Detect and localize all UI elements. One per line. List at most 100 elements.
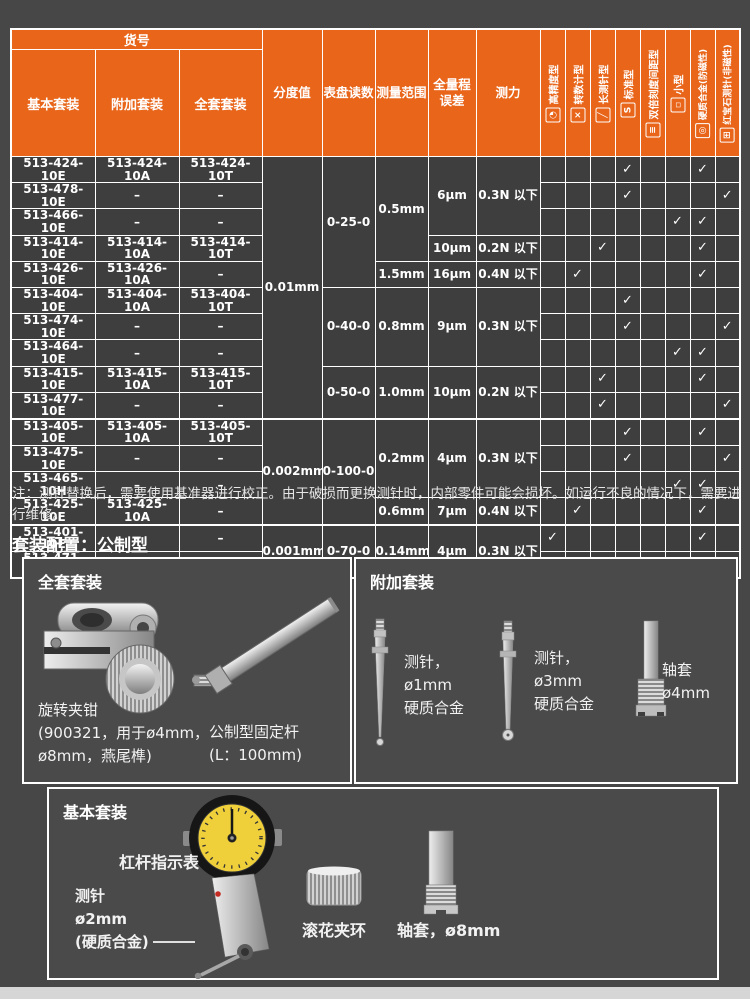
check-cell <box>539 445 566 473</box>
code-cell: 513-415-10A <box>94 365 180 393</box>
check-cell <box>564 365 591 393</box>
check-cell <box>589 155 616 184</box>
holding-bar-image <box>192 596 340 695</box>
additional-set-title: 附加套装 <box>370 573 435 592</box>
check-cell <box>639 313 666 341</box>
check-cell <box>539 260 566 288</box>
table-row: 513-415-10E 513-415-10A 513-415-10T 0-50… <box>10 365 741 420</box>
check-cell: ✓ <box>539 523 566 552</box>
range-cell: 0.5mm <box>374 156 429 262</box>
check-cell <box>589 339 616 367</box>
check-cell <box>664 234 691 262</box>
code-cell: – <box>178 471 263 499</box>
check-cell <box>614 260 641 288</box>
check-cell <box>589 417 616 447</box>
header-type-ruby-nonmagnetic: ⊞ 红宝石测针(非磁性) <box>714 28 741 157</box>
carbide-stylus-icon: ◎ <box>695 122 711 138</box>
code-cell: 513-405-10E <box>10 417 96 447</box>
check-cell <box>539 234 566 262</box>
check-cell <box>589 497 616 526</box>
check-cell: ✓ <box>689 497 716 526</box>
swivel-clamp-image <box>43 602 175 714</box>
check-cell: ✓ <box>689 234 716 262</box>
spec-table: 货号 分度值 表盘读数 测量范围 全量程误差 测力 ◔ 高精度型 × 转数计型 ╱ 长… <box>10 28 741 579</box>
table-row: 513-475-10E – – ✓ ✓ <box>10 445 741 473</box>
check-cell <box>639 339 666 367</box>
check-cell <box>664 286 691 315</box>
force-cell: 0.2N 以下 <box>475 234 541 262</box>
table-row: 513-404-10E 513-404-10A 513-404-10T 0-40… <box>10 286 741 367</box>
code-cell: – <box>178 208 263 236</box>
table-row: 513-424-10E 513-424-10A 513-424-10T 0.01… <box>10 155 741 420</box>
check-cell: ✓ <box>664 208 691 236</box>
error-cell: 16μm <box>427 260 477 288</box>
check-cell <box>614 339 641 367</box>
check-cell: ✓ <box>689 155 716 184</box>
sleeve-8mm-label: 轴套，ø8mm <box>397 921 501 940</box>
standard-type-icon: S <box>620 102 635 117</box>
check-cell <box>589 313 616 341</box>
table-row: 513-425-10E 513-425-10A – 0.6mm 7μm 0.4N… <box>10 497 741 526</box>
code-cell: 513-475-10E <box>10 445 96 473</box>
sleeve-4mm-image <box>635 620 667 717</box>
compact-type-icon: ▫ <box>670 97 685 112</box>
stylus-3mm-image <box>499 620 517 741</box>
code-cell: 513-415-10E <box>10 365 96 393</box>
header-row-codes: 基本套装 附加套装 全套套装 <box>10 49 740 157</box>
stylus-1mm-image <box>371 618 389 746</box>
sleeve-4mm-caption: 轴套 ø4mm <box>662 661 710 702</box>
check-cell <box>664 313 691 341</box>
check-cell <box>539 417 566 447</box>
check-cell: ✓ <box>689 208 716 236</box>
check-cell <box>664 445 691 473</box>
error-cell: 6μm <box>427 156 477 236</box>
header-dial-reading: 表盘读数 <box>321 28 376 157</box>
check-cell: ✓ <box>589 391 616 420</box>
check-cell: ✓ <box>689 417 716 447</box>
table-row: 513-426-10E 513-426-10A – 1.5mm 16μm 0.4… <box>10 260 741 288</box>
header-basic-set: 基本套装 <box>10 49 96 157</box>
check-cell: ✓ <box>689 523 716 552</box>
check-cell <box>689 445 716 473</box>
check-cell: ✓ <box>589 365 616 393</box>
check-cell <box>539 391 566 420</box>
check-cell <box>639 234 666 262</box>
full-set-title: 全套套装 <box>38 573 103 592</box>
sleeve-8mm-image <box>423 830 459 915</box>
code-cell: 513-401-10E <box>10 523 96 552</box>
code-cell: – <box>178 391 263 420</box>
check-cell: ✓ <box>689 260 716 288</box>
code-cell: – <box>94 471 180 499</box>
check-cell <box>714 365 741 393</box>
code-cell: – <box>178 339 263 367</box>
code-cell: 513-404-10A <box>94 286 180 315</box>
dial-reading-cell: 0-40-0 <box>321 286 376 367</box>
header-type-high-accuracy: ◔ 高精度型 <box>539 28 566 157</box>
code-cell: – <box>178 260 263 288</box>
code-cell: 513-426-10E <box>10 260 96 288</box>
check-cell <box>589 471 616 499</box>
revolution-counter-type-icon: × <box>570 107 585 122</box>
range-cell: 0.6mm <box>374 497 429 526</box>
check-cell: ✓ <box>564 497 591 526</box>
code-cell: 513-405-10T <box>178 417 263 447</box>
stylus-3mm-caption: 测针， ø3mm 硬质合金 <box>534 649 595 713</box>
check-cell <box>664 497 691 526</box>
check-cell <box>714 471 741 499</box>
header-type-compact: ▫ 小型 <box>664 28 691 157</box>
force-cell: 0.3N 以下 <box>475 156 541 236</box>
check-cell <box>664 182 691 210</box>
check-cell <box>614 208 641 236</box>
check-cell <box>564 471 591 499</box>
check-cell <box>539 182 566 210</box>
range-cell: 0.8mm <box>374 286 429 367</box>
header-type-standard: S 标准型 <box>614 28 641 157</box>
check-cell: ✓ <box>564 260 591 288</box>
code-cell: 513-405-10A <box>94 417 180 447</box>
code-cell: 513-404-10E <box>10 286 96 315</box>
check-cell: ✓ <box>714 313 741 341</box>
table-row: 513-465-10H – – ✓ ✓ <box>10 471 741 499</box>
header-measuring-range: 测量范围 <box>374 28 429 157</box>
check-cell: ✓ <box>689 471 716 499</box>
